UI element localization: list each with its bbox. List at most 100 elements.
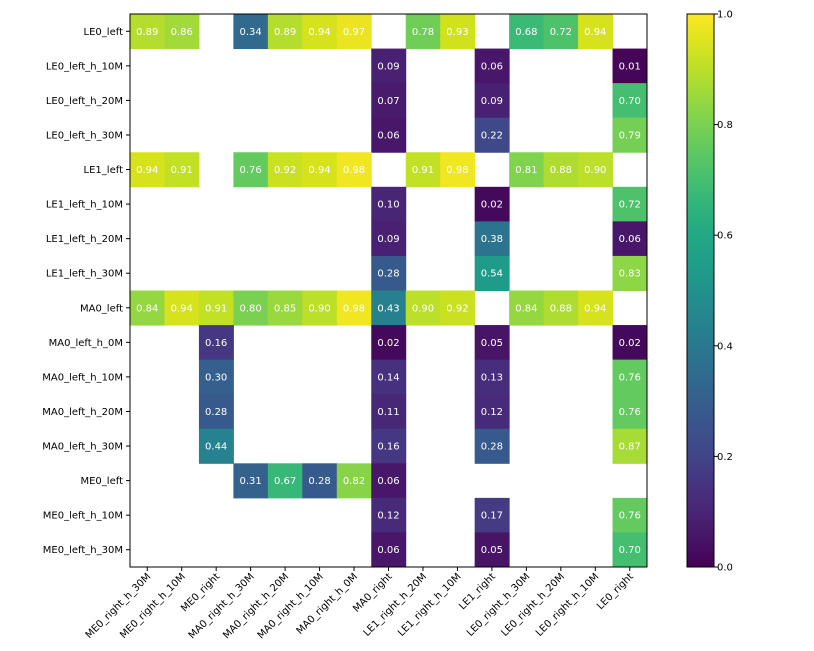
heatmap-cell — [612, 221, 648, 257]
heatmap-cell — [164, 14, 200, 50]
x-tick-label: ME0_right_h_30M — [84, 571, 154, 641]
cell-value-label: 0.12 — [377, 511, 399, 522]
x-tick-label: LE1_right_h_20M — [362, 571, 429, 638]
cell-value-label: 0.12 — [481, 407, 503, 418]
y-tick-label: LE1_left_h_30M — [46, 269, 123, 280]
cell-value-label: 0.02 — [619, 338, 641, 349]
heatmap-cell — [405, 152, 441, 188]
heatmap-cell — [474, 325, 510, 361]
heatmap-cell — [474, 83, 510, 119]
cell-value-label: 0.05 — [481, 338, 503, 349]
cell-value-label: 0.76 — [619, 511, 641, 522]
heatmap-cell — [405, 290, 441, 326]
cell-value-label: 0.94 — [308, 27, 330, 38]
cell-value-label: 0.01 — [619, 61, 641, 72]
heatmap-cell — [371, 290, 407, 326]
heatmap-cell — [440, 14, 476, 50]
heatmap-cell — [233, 152, 269, 188]
heatmap-cells: 0.89 0.86 0.34 0.89 0.94 0.97 0.78 0.93 0.68 0.72… — [130, 14, 648, 568]
cell-value-label: 0.87 — [619, 442, 641, 453]
heatmap-cell — [267, 463, 303, 499]
cell-value-label: 0.92 — [446, 303, 468, 314]
cell-value-label: 0.94 — [136, 165, 158, 176]
cell-value-label: 0.30 — [205, 372, 227, 383]
y-tick-label: MA0_left_h_0M — [49, 338, 123, 349]
heatmap-cell — [371, 428, 407, 464]
cell-value-label: 0.76 — [619, 407, 641, 418]
y-tick-label: LE1_left — [84, 165, 124, 176]
cell-value-label: 0.28 — [205, 407, 227, 418]
cell-value-label: 0.94 — [171, 303, 193, 314]
y-tick-label: ME0_left — [80, 476, 123, 487]
colorbar-tick-label: 0.0 — [717, 563, 733, 574]
colorbar-tick-label: 1.0 — [717, 10, 733, 21]
cell-value-label: 0.91 — [205, 303, 227, 314]
cell-value-label: 0.02 — [377, 338, 399, 349]
cell-value-label: 0.13 — [481, 372, 503, 383]
cell-value-label: 0.38 — [481, 234, 503, 245]
heatmap-cell — [302, 14, 338, 50]
cell-value-label: 0.10 — [377, 200, 399, 211]
heatmap-cell — [371, 255, 407, 291]
x-tick-label: MA0_right_h_20M — [221, 571, 291, 641]
y-tick-label: MA0_left_h_10M — [42, 372, 123, 383]
cell-value-label: 0.70 — [619, 96, 641, 107]
heatmap-cell — [198, 359, 234, 395]
cell-value-label: 0.02 — [481, 200, 503, 211]
cell-value-label: 0.81 — [515, 165, 537, 176]
cell-value-label: 0.68 — [515, 27, 537, 38]
cell-value-label: 0.11 — [377, 407, 399, 418]
heatmap-cell — [302, 290, 338, 326]
heatmap-cell — [302, 152, 338, 188]
heatmap-cell — [440, 290, 476, 326]
cell-value-label: 0.14 — [377, 372, 399, 383]
heatmap-cell — [509, 152, 545, 188]
cell-value-label: 0.54 — [481, 269, 503, 280]
y-tick-label: LE0_left_h_10M — [46, 61, 123, 72]
heatmap-cell — [233, 14, 269, 50]
heatmap-cell — [164, 290, 200, 326]
cell-value-label: 0.85 — [274, 303, 296, 314]
cell-value-label: 0.98 — [343, 303, 365, 314]
cell-value-label: 0.67 — [274, 476, 296, 487]
heatmap-cell — [474, 497, 510, 533]
cell-value-label: 0.72 — [619, 200, 641, 211]
cell-value-label: 0.22 — [481, 130, 503, 141]
heatmap-cell — [405, 14, 441, 50]
heatmap-cell — [509, 290, 545, 326]
heatmap-cell — [474, 186, 510, 222]
cell-value-label: 0.06 — [377, 130, 399, 141]
heatmap-cell — [302, 463, 338, 499]
heatmap-cell — [371, 117, 407, 153]
heatmap-cell — [543, 152, 579, 188]
cell-value-label: 0.89 — [136, 27, 158, 38]
heatmap-cell — [474, 394, 510, 430]
cell-value-label: 0.16 — [377, 442, 399, 453]
cell-value-label: 0.31 — [240, 476, 262, 487]
heatmap-cell — [474, 532, 510, 568]
heatmap-cell — [198, 325, 234, 361]
heatmap-cell — [336, 152, 372, 188]
heatmap-cell — [543, 290, 579, 326]
x-tick-label: MA0_right_h_0M — [295, 571, 361, 637]
y-tick-label: LE1_left_h_10M — [46, 200, 123, 211]
cell-value-label: 0.17 — [481, 511, 503, 522]
y-tick-label: MA0_left_h_20M — [42, 407, 123, 418]
colorbar: 0.0 0.2 0.4 0.6 0.8 1.0 — [686, 10, 733, 574]
cell-value-label: 0.90 — [412, 303, 434, 314]
cell-value-label: 0.79 — [619, 130, 641, 141]
cell-value-label: 0.78 — [412, 27, 434, 38]
cell-value-label: 0.86 — [171, 27, 193, 38]
heatmap-cell — [233, 463, 269, 499]
cell-value-label: 0.94 — [308, 165, 330, 176]
heatmap-cell — [371, 463, 407, 499]
x-tick-label: LE0_right_h_30M — [465, 571, 532, 638]
heatmap-cell — [371, 83, 407, 119]
heatmap-cell — [198, 290, 234, 326]
cell-value-label: 0.06 — [377, 476, 399, 487]
heatmap-cell — [474, 221, 510, 257]
heatmap-cell — [578, 152, 614, 188]
y-axis: LE0_left LE0_left_h_10M LE0_left_h_20M LE0_… — [42, 27, 130, 556]
y-tick-label: LE0_left_h_30M — [46, 130, 123, 141]
